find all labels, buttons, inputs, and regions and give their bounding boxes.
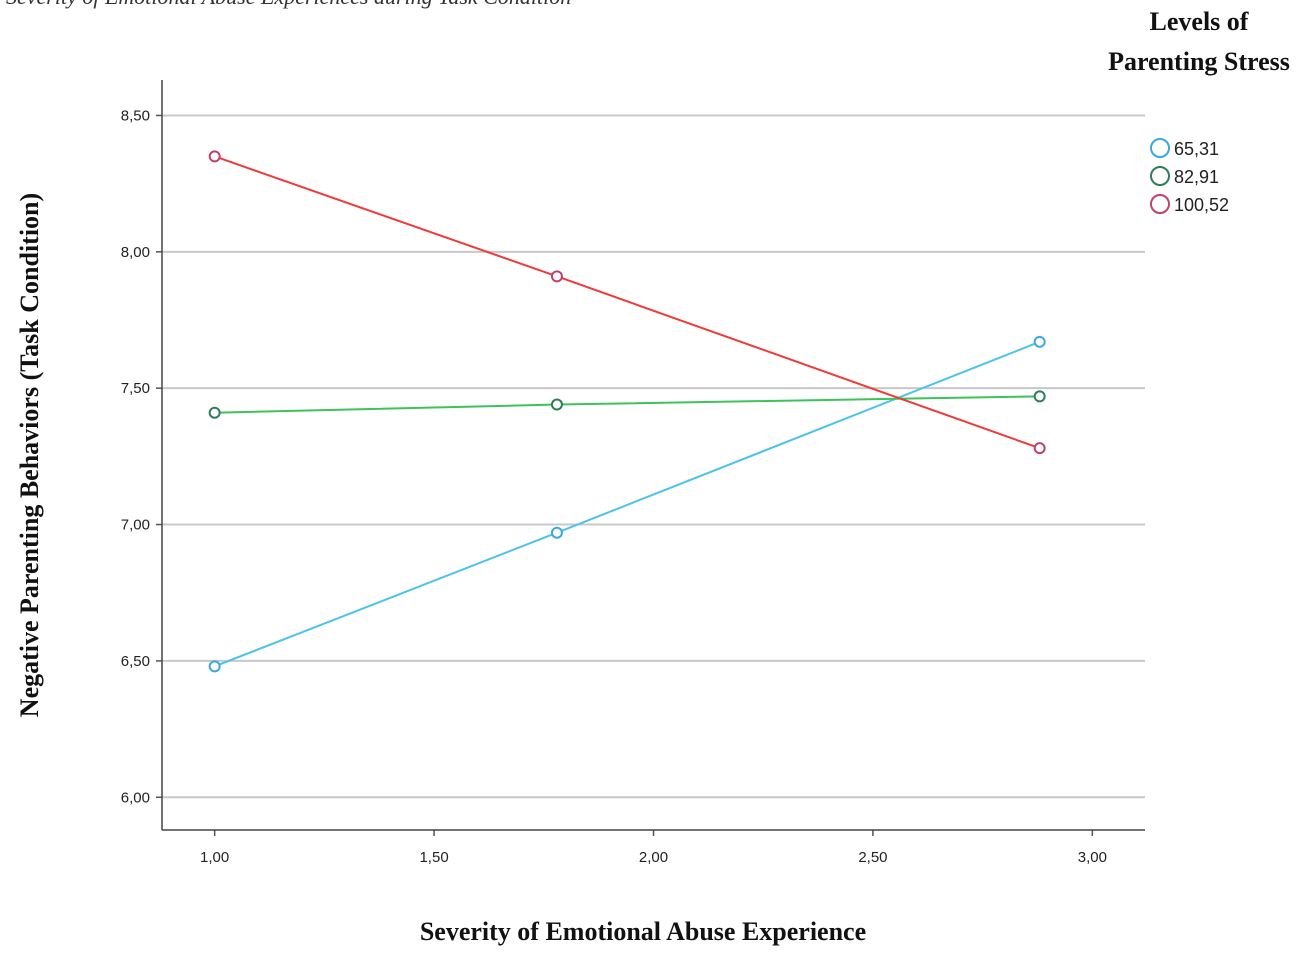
legend-title-line1: Levels of [1150,7,1249,36]
x-axis-title: Severity of Emotional Abuse Experience [420,917,866,946]
data-point-series-2 [1033,442,1046,455]
tick-labels: 6,00 6,50 7,00 7,50 8,00 8,50 1,00 1,50 2,00 2,50… [121,107,1107,866]
data-point-series-0 [208,660,221,673]
legend-marker-0 [1150,138,1170,158]
y-tick-label: 8,50 [121,107,150,124]
series-line-2 [214,155,1041,450]
y-axis-title: Negative Parenting Behaviors (Task Condi… [15,193,44,717]
y-tick-label: 6,00 [121,789,150,806]
data-point-series-1 [1033,390,1046,403]
x-tick-label: 1,00 [200,849,229,866]
y-tick-label: 7,50 [121,380,150,397]
legend-label-0: 65,31 [1174,139,1219,159]
series-line-0 [214,340,1041,668]
data-point-series-0 [1033,335,1046,348]
x-tick-label: 1,50 [419,849,448,866]
x-tick-label: 3,00 [1078,849,1107,866]
y-tick-label: 8,00 [121,244,150,261]
data-point-series-1 [208,406,221,419]
legend-title-line2: Parenting Stress [1108,47,1290,76]
legend-label-2: 100,52 [1174,195,1229,215]
x-tick-label: 2,00 [639,849,668,866]
legend-marker-1 [1150,166,1170,186]
y-tick-label: 7,00 [121,517,150,534]
legend: 65,31 82,91 100,52 [1150,138,1229,215]
y-tick-label: 6,50 [121,653,150,670]
legend-marker-2 [1150,194,1170,214]
figure-caption: Severity of Emotional Abuse Experiences … [6,0,571,9]
data-point-series-2 [550,270,563,283]
x-tick-label: 2,50 [858,849,887,866]
data-point-series-2 [208,150,221,163]
gridlines [162,114,1145,799]
legend-label-1: 82,91 [1174,167,1219,187]
axes [156,80,1145,836]
series-lines [208,150,1046,673]
data-point-series-1 [550,398,563,411]
data-point-series-0 [550,526,563,539]
